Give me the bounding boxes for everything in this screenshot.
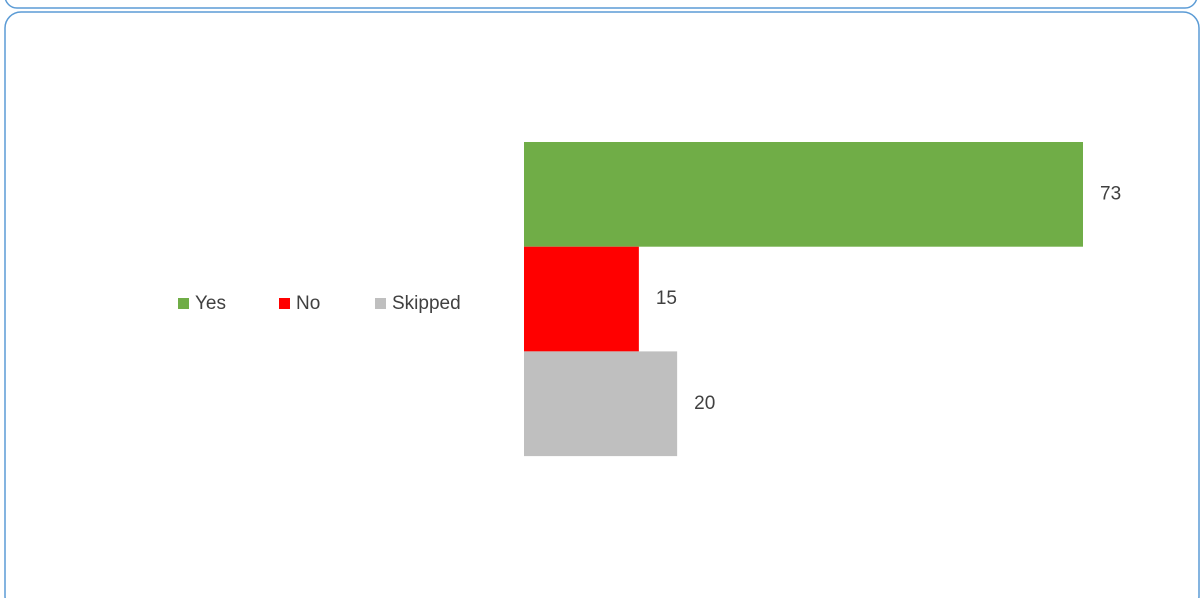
legend-label: Yes [195,293,226,314]
bar [524,142,1083,247]
bar [524,351,678,457]
top-frame [4,0,1198,9]
legend-swatch [178,298,189,309]
legend-label: Skipped [392,293,461,314]
legend-swatch [279,298,290,309]
data-label: 15 [656,288,677,309]
data-label: 20 [694,393,715,414]
data-label: 73 [1100,183,1121,204]
legend-label: No [296,293,320,314]
legend-swatch [375,298,386,309]
chart-frame [4,11,1200,598]
bar [524,246,639,352]
